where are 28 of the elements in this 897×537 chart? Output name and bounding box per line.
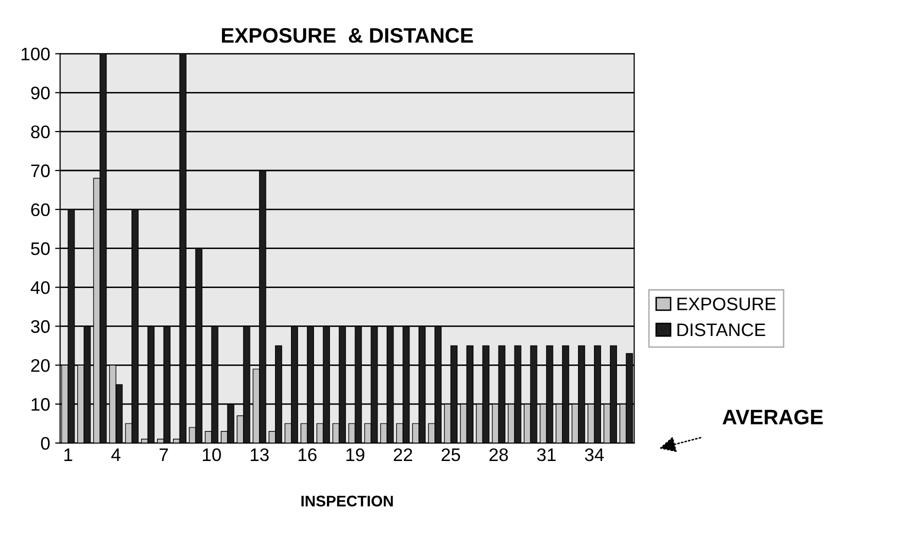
legend-label: DISTANCE: [678, 323, 766, 336]
y-tick-label: 10: [32, 398, 50, 411]
y-tick-label: 0: [41, 436, 50, 450]
x-tick-label: 31: [537, 448, 556, 462]
y-tick-label: 50: [31, 242, 50, 256]
x-tick-label: 1: [64, 448, 72, 461]
x-tick-label: 19: [346, 448, 364, 462]
y-tick-label: 80: [31, 126, 50, 138]
y-tick-label: 60: [31, 203, 50, 216]
x-tick-label: 10: [202, 448, 221, 462]
text: AVERAGE: [722, 410, 823, 424]
y-tick-label: 100: [22, 48, 50, 60]
legend-label: EXPOSURE: [678, 298, 776, 310]
x-tick-label: 7: [160, 448, 168, 461]
y-tick-label: 30: [30, 320, 50, 333]
y-tick-label: 40: [30, 281, 50, 294]
x-tick-label: 28: [490, 448, 508, 462]
x-tick-label: 25: [442, 448, 460, 462]
x-tick-label: 22: [394, 448, 412, 461]
y-tick-label: 20: [31, 359, 50, 372]
chart-title: EXPOSURE & DISTANCE: [222, 28, 473, 43]
x-tick-label: 13: [250, 448, 269, 462]
y-tick-label: 90: [31, 86, 50, 100]
y-tick-label: 70: [31, 164, 50, 178]
x-tick-label: 34: [584, 448, 604, 462]
x-tick-label: 4: [111, 448, 120, 461]
x-axis-title: INSPECTION: [301, 496, 393, 506]
x-tick-label: 16: [298, 448, 317, 462]
